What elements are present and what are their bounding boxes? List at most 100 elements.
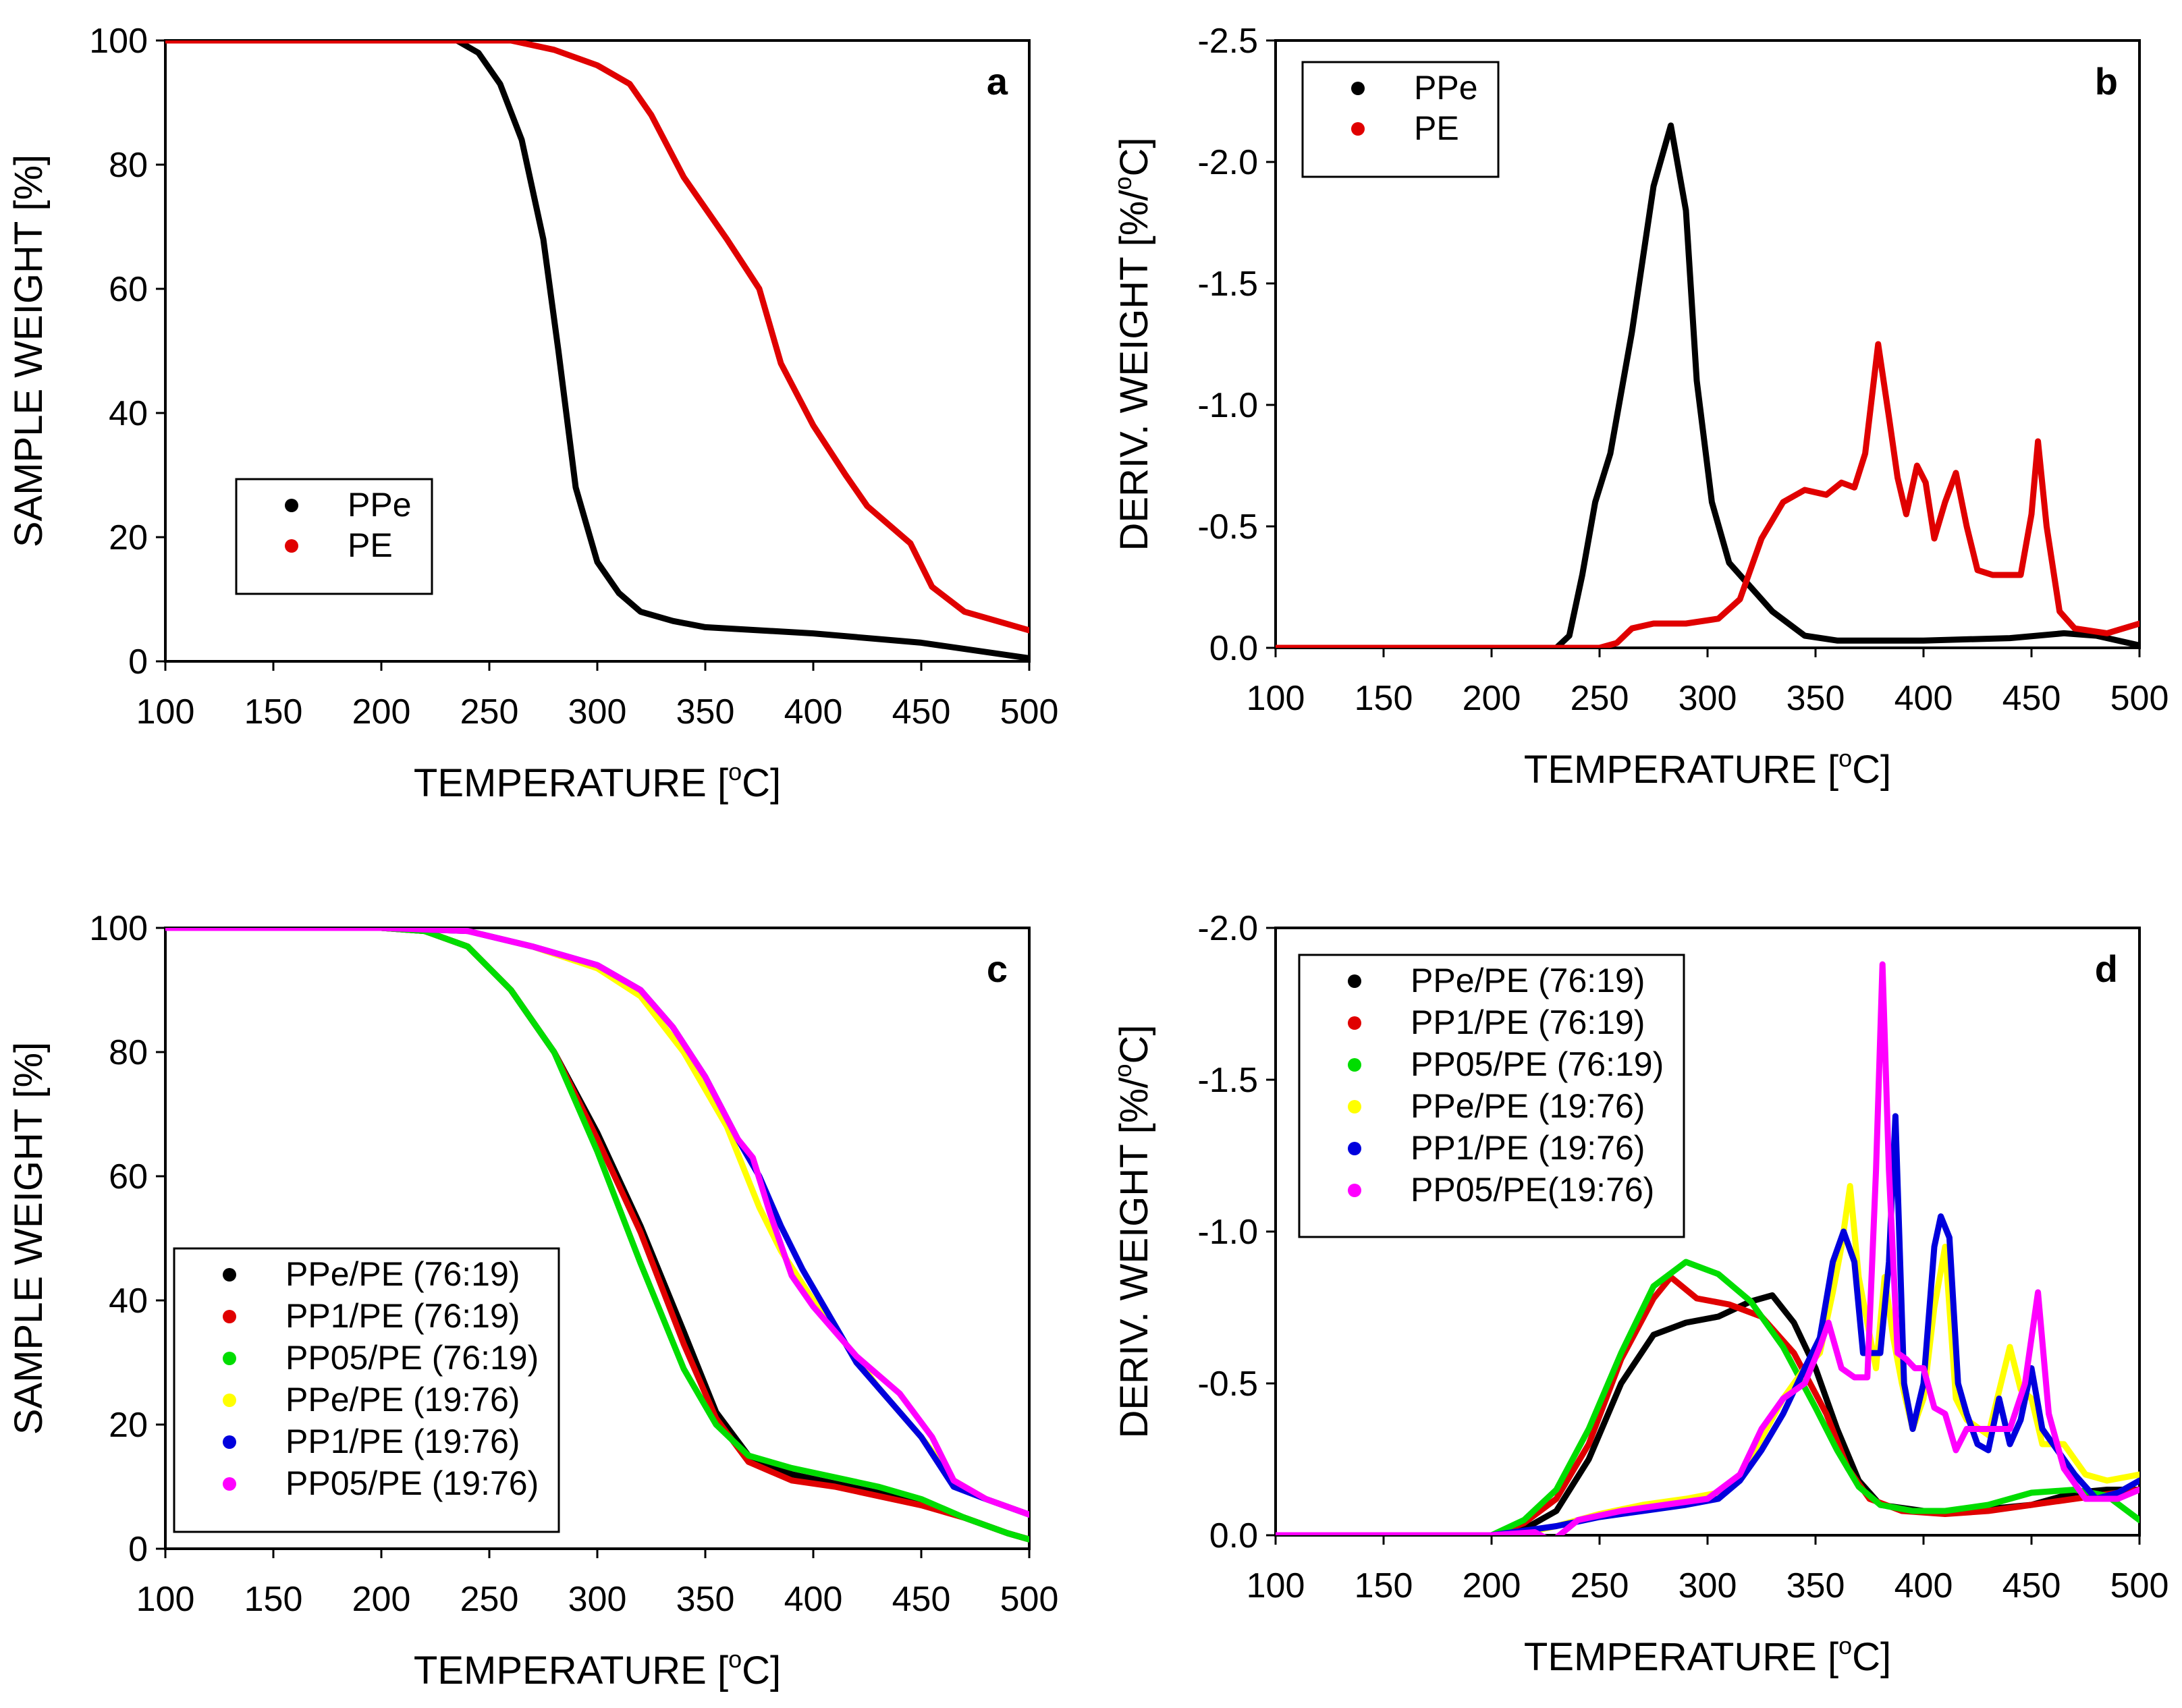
legend-marker xyxy=(223,1477,236,1491)
legend-entry: PPe/PE (76:19) xyxy=(1411,962,1645,999)
legend-marker xyxy=(1348,1016,1361,1030)
legend-entry: PP05/PE (76:19) xyxy=(1411,1045,1664,1083)
legend-marker xyxy=(223,1394,236,1407)
panel-label: d xyxy=(2095,947,2118,990)
legend-marker xyxy=(1348,974,1361,988)
y-tick-label: -1.0 xyxy=(1197,1213,1258,1252)
x-tick-label: 200 xyxy=(352,1580,411,1619)
legend-entry: PE xyxy=(1414,109,1459,147)
legend: PPe/PE (76:19) PP1/PE (76:19) PP05/PE (76:… xyxy=(1298,954,1685,1238)
y-tick-label: -1.5 xyxy=(1197,265,1258,304)
panel-b-dtg-derivative: 100 150 200 250 300 350 400 450 500 0.0 -0.5 -1.0 -1… xyxy=(1109,22,2169,792)
x-tick-label: 200 xyxy=(1463,1566,1521,1605)
x-tick-label: 100 xyxy=(1247,1566,1305,1605)
x-axis-label: TEMPERATURE [oC] xyxy=(414,1645,781,1692)
x-tick-label: 500 xyxy=(1000,1580,1059,1619)
legend: PPe/PE (76:19) PP1/PE (76:19) PP05/PE (76:… xyxy=(173,1247,560,1533)
y-axis-label: SAMPLE WEIGHT [%] xyxy=(7,1042,51,1435)
x-tick-label: 150 xyxy=(1355,1566,1413,1605)
y-tick-label: -1.5 xyxy=(1197,1061,1258,1100)
legend-entry: PP05/PE (19:76) xyxy=(285,1464,539,1502)
y-tick-label: 0 xyxy=(128,642,148,682)
y-tick-label: 40 xyxy=(109,1282,148,1321)
y-tick-label: 0 xyxy=(128,1530,148,1569)
x-tick-label: 450 xyxy=(2002,679,2061,718)
x-tick-label: 250 xyxy=(460,1580,519,1619)
y-tick-label: 20 xyxy=(109,1406,148,1445)
y-tick-label: -1.0 xyxy=(1197,386,1258,425)
x-tick-label: 100 xyxy=(136,692,195,732)
x-tick-label: 150 xyxy=(1355,679,1413,718)
legend-marker xyxy=(1351,122,1365,136)
y-tick-label: 100 xyxy=(89,909,148,948)
series-line-pp05-pe-19-76- xyxy=(1276,961,2139,1535)
legend-marker xyxy=(1348,1100,1361,1113)
legend-frame xyxy=(235,478,433,595)
legend-entry: PPe/PE (76:19) xyxy=(285,1255,520,1293)
x-tick-label: 250 xyxy=(1571,679,1629,718)
x-axis-label: TEMPERATURE [oC] xyxy=(414,758,781,805)
y-tick-label: 20 xyxy=(109,518,148,557)
legend-entry: PPe/PE (19:76) xyxy=(285,1381,520,1418)
x-tick-label: 400 xyxy=(784,692,843,732)
legend-frame xyxy=(173,1247,560,1533)
panel-label: c xyxy=(987,947,1008,990)
x-tick-label: 350 xyxy=(676,692,735,732)
legend-entry: PP1/PE (19:76) xyxy=(285,1423,520,1460)
legend-entry: PP1/PE (19:76) xyxy=(1411,1129,1645,1167)
legend-entry: PPe xyxy=(348,486,412,524)
x-tick-label: 300 xyxy=(1679,679,1737,718)
series-line-pe xyxy=(165,40,1029,634)
x-tick-label: 450 xyxy=(892,1580,951,1619)
x-tick-label: 350 xyxy=(1786,1566,1845,1605)
y-tick-label: 60 xyxy=(109,270,148,309)
x-tick-label: 150 xyxy=(244,1580,303,1619)
y-tick-label: 80 xyxy=(109,1033,148,1072)
y-tick-label: 0.0 xyxy=(1209,629,1258,668)
x-axis-label: TEMPERATURE [oC] xyxy=(1524,744,1891,792)
x-tick-label: 400 xyxy=(1894,679,1953,718)
x-tick-label: 200 xyxy=(1463,679,1521,718)
x-axis-label: TEMPERATURE [oC] xyxy=(1524,1632,1891,1679)
panel-d-blend-dtg-derivative: 100 150 200 250 300 350 400 450 500 0.0 -0.5 -1.0 -1… xyxy=(1109,909,2169,1679)
y-axis-label: SAMPLE WEIGHT [%] xyxy=(7,155,51,547)
x-tick-label: 350 xyxy=(676,1580,735,1619)
y-axis-label: DERIV. WEIGHT [%/oC] xyxy=(1109,137,1156,551)
legend-entry: PE xyxy=(348,526,393,564)
legend-entry: PP1/PE (76:19) xyxy=(285,1297,520,1335)
legend-marker xyxy=(1351,82,1365,95)
y-tick-label: -2.0 xyxy=(1197,909,1258,948)
legend-entry: PPe xyxy=(1414,69,1478,107)
y-axis-label: DERIV. WEIGHT [%/oC] xyxy=(1109,1024,1156,1438)
panel-label: a xyxy=(987,60,1008,103)
x-tick-label: 450 xyxy=(892,692,951,732)
legend-marker xyxy=(223,1435,236,1449)
series-line-ppe xyxy=(1276,122,2139,648)
legend-marker xyxy=(285,539,298,553)
x-tick-label: 350 xyxy=(1786,679,1845,718)
legend-marker xyxy=(223,1310,236,1323)
panel-c-blend-tga-weight: 100 150 200 250 300 350 400 450 500 0 20 40 60 80 100 T… xyxy=(7,909,1058,1692)
y-tick-label: -2.5 xyxy=(1197,22,1258,61)
x-tick-label: 500 xyxy=(2110,679,2169,718)
series-line-ppe-pe-19-76- xyxy=(1276,1183,2139,1535)
y-tick-label: -0.5 xyxy=(1197,507,1258,547)
legend-marker xyxy=(223,1268,236,1282)
y-tick-label: 60 xyxy=(109,1157,148,1196)
series-line-ppe xyxy=(165,40,1029,661)
panel-label: b xyxy=(2095,60,2118,103)
x-tick-label: 300 xyxy=(568,1580,627,1619)
y-tick-label: -0.5 xyxy=(1197,1365,1258,1404)
x-tick-label: 450 xyxy=(2002,1566,2061,1605)
y-tick-label: 40 xyxy=(109,394,148,433)
y-tick-label: 100 xyxy=(89,22,148,61)
legend-marker xyxy=(1348,1184,1361,1197)
x-tick-label: 500 xyxy=(2110,1566,2169,1605)
series-line-pe xyxy=(1276,341,2139,648)
x-tick-label: 400 xyxy=(1894,1566,1953,1605)
x-tick-label: 200 xyxy=(352,692,411,732)
legend-entry: PP05/PE (76:19) xyxy=(285,1339,539,1377)
x-tick-label: 400 xyxy=(784,1580,843,1619)
